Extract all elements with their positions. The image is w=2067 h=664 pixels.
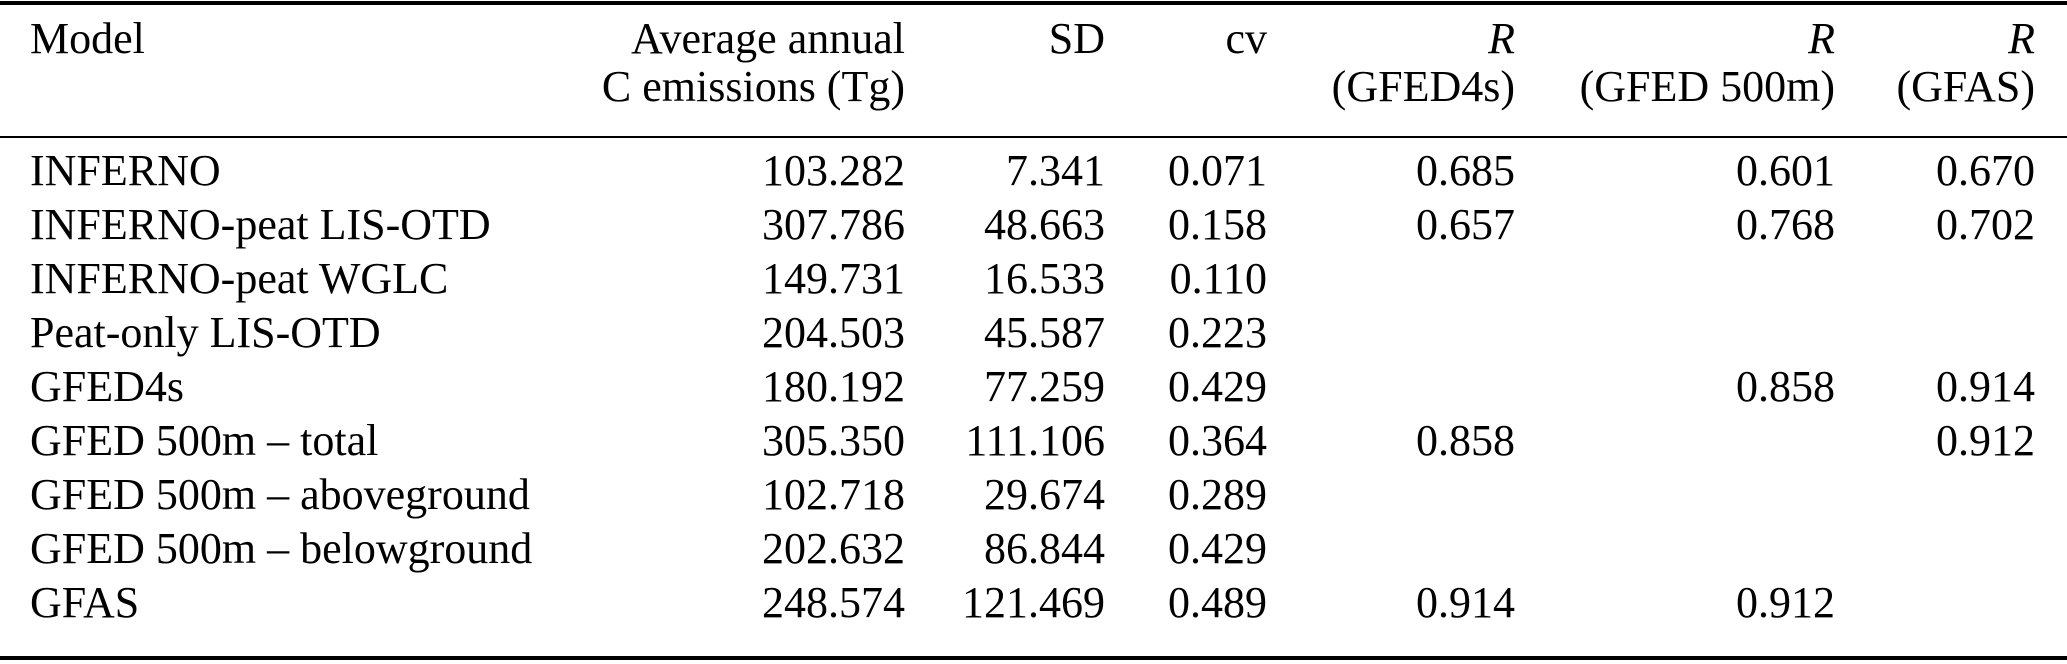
value-cell: 149.731 bbox=[762, 254, 905, 303]
value-cell: 0.912 bbox=[1936, 416, 2035, 465]
model-cell: INFERNO bbox=[30, 146, 221, 195]
column-header-avg-annual-line1: Average annual bbox=[630, 14, 905, 63]
value-cell: 0.914 bbox=[1936, 362, 2035, 411]
value-cell bbox=[1515, 306, 1835, 360]
value-cell: 0.912 bbox=[1736, 578, 1835, 627]
value-cell: 0.110 bbox=[1169, 254, 1267, 303]
value-cell: 0.364 bbox=[1168, 416, 1267, 465]
table-row: INFERNO-peat WGLC 149.731 16.533 0.110 bbox=[0, 252, 2067, 306]
model-cell: GFAS bbox=[30, 578, 140, 627]
value-cell: 7.341 bbox=[1006, 146, 1105, 195]
header-row: Model Average annual C emissions (Tg) SD… bbox=[0, 3, 2067, 138]
value-cell: 0.670 bbox=[1936, 146, 2035, 195]
value-cell bbox=[1835, 522, 2067, 576]
column-header-r-gfed500m-line1: R bbox=[1808, 14, 1835, 63]
value-cell: 0.158 bbox=[1168, 200, 1267, 249]
value-cell: 0.702 bbox=[1936, 200, 2035, 249]
value-cell: 0.858 bbox=[1736, 362, 1835, 411]
value-cell: 0.768 bbox=[1736, 200, 1835, 249]
table-header: Model Average annual C emissions (Tg) SD… bbox=[0, 3, 2067, 138]
table-row: Peat-only LIS-OTD 204.503 45.587 0.223 bbox=[0, 306, 2067, 360]
table-row: GFED 500m – total 305.350 111.106 0.364 … bbox=[0, 414, 2067, 468]
column-header-model: Model bbox=[0, 3, 575, 138]
value-cell: 29.674 bbox=[984, 470, 1105, 519]
value-cell: 0.071 bbox=[1168, 146, 1267, 195]
table-row: GFED 500m – aboveground 102.718 29.674 0… bbox=[0, 468, 2067, 522]
column-header-avg-annual: Average annual C emissions (Tg) bbox=[575, 3, 905, 138]
column-header-r-gfas: R (GFAS) bbox=[1835, 3, 2067, 138]
column-header-r-gfed4s: R (GFED4s) bbox=[1267, 3, 1515, 138]
value-cell bbox=[1267, 522, 1515, 576]
value-cell: 180.192 bbox=[762, 362, 905, 411]
model-cell: INFERNO-peat WGLC bbox=[30, 254, 449, 303]
column-header-r-gfed4s-line1: R bbox=[1488, 14, 1515, 63]
value-cell: 0.914 bbox=[1416, 578, 1515, 627]
value-cell bbox=[1515, 252, 1835, 306]
column-header-r-gfas-line1: R bbox=[2008, 14, 2035, 63]
value-cell: 305.350 bbox=[762, 416, 905, 465]
value-cell: 103.282 bbox=[762, 146, 905, 195]
value-cell bbox=[1267, 252, 1515, 306]
table-row: GFED4s 180.192 77.259 0.429 0.858 0.914 bbox=[0, 360, 2067, 414]
value-cell: 307.786 bbox=[762, 200, 905, 249]
column-header-cv: cv bbox=[1105, 3, 1267, 138]
value-cell: 0.858 bbox=[1416, 416, 1515, 465]
value-cell: 248.574 bbox=[762, 578, 905, 627]
value-cell bbox=[1835, 252, 2067, 306]
column-header-r-gfed4s-line2: (GFED4s) bbox=[1331, 62, 1515, 111]
value-cell bbox=[1835, 468, 2067, 522]
value-cell bbox=[1835, 576, 2067, 658]
model-cell: GFED 500m – total bbox=[30, 416, 379, 465]
column-header-avg-annual-line2: C emissions (Tg) bbox=[601, 62, 905, 111]
table-row: INFERNO-peat LIS-OTD 307.786 48.663 0.15… bbox=[0, 198, 2067, 252]
table-row: GFED 500m – belowground 202.632 86.844 0… bbox=[0, 522, 2067, 576]
value-cell: 204.503 bbox=[762, 308, 905, 357]
value-cell: 0.657 bbox=[1416, 200, 1515, 249]
value-cell bbox=[1267, 360, 1515, 414]
value-cell bbox=[1515, 468, 1835, 522]
column-header-cv-label: cv bbox=[1225, 14, 1267, 63]
value-cell: 0.489 bbox=[1168, 578, 1267, 627]
model-cell: GFED 500m – aboveground bbox=[30, 470, 530, 519]
value-cell: 77.259 bbox=[984, 362, 1105, 411]
column-header-r-gfas-line2: (GFAS) bbox=[1896, 62, 2035, 111]
value-cell: 202.632 bbox=[762, 524, 905, 573]
model-cell: GFED4s bbox=[30, 362, 185, 411]
value-cell: 111.106 bbox=[965, 416, 1105, 465]
value-cell: 0.685 bbox=[1416, 146, 1515, 195]
value-cell bbox=[1267, 306, 1515, 360]
column-header-model-label: Model bbox=[30, 14, 145, 63]
column-header-r-gfed500m-line2: (GFED 500m) bbox=[1579, 62, 1835, 111]
column-header-sd: SD bbox=[905, 3, 1105, 138]
value-cell: 0.289 bbox=[1168, 470, 1267, 519]
column-header-sd-label: SD bbox=[1048, 14, 1105, 63]
table-body: INFERNO 103.282 7.341 0.071 0.685 0.601 … bbox=[0, 137, 2067, 658]
model-cell: Peat-only LIS-OTD bbox=[30, 308, 381, 357]
value-cell bbox=[1267, 468, 1515, 522]
value-cell bbox=[1835, 306, 2067, 360]
value-cell: 48.663 bbox=[984, 200, 1105, 249]
table-row: INFERNO 103.282 7.341 0.071 0.685 0.601 … bbox=[0, 137, 2067, 198]
value-cell: 86.844 bbox=[984, 524, 1105, 573]
value-cell: 16.533 bbox=[984, 254, 1105, 303]
value-cell bbox=[1515, 522, 1835, 576]
column-header-r-gfed500m: R (GFED 500m) bbox=[1515, 3, 1835, 138]
model-cell: INFERNO-peat LIS-OTD bbox=[30, 200, 491, 249]
value-cell: 102.718 bbox=[762, 470, 905, 519]
value-cell: 45.587 bbox=[984, 308, 1105, 357]
value-cell: 121.469 bbox=[962, 578, 1105, 627]
value-cell: 0.223 bbox=[1168, 308, 1267, 357]
value-cell bbox=[1515, 414, 1835, 468]
value-cell: 0.601 bbox=[1736, 146, 1835, 195]
table-row: GFAS 248.574 121.469 0.489 0.914 0.912 bbox=[0, 576, 2067, 658]
value-cell: 0.429 bbox=[1168, 524, 1267, 573]
value-cell: 0.429 bbox=[1168, 362, 1267, 411]
model-cell: GFED 500m – belowground bbox=[30, 524, 533, 573]
